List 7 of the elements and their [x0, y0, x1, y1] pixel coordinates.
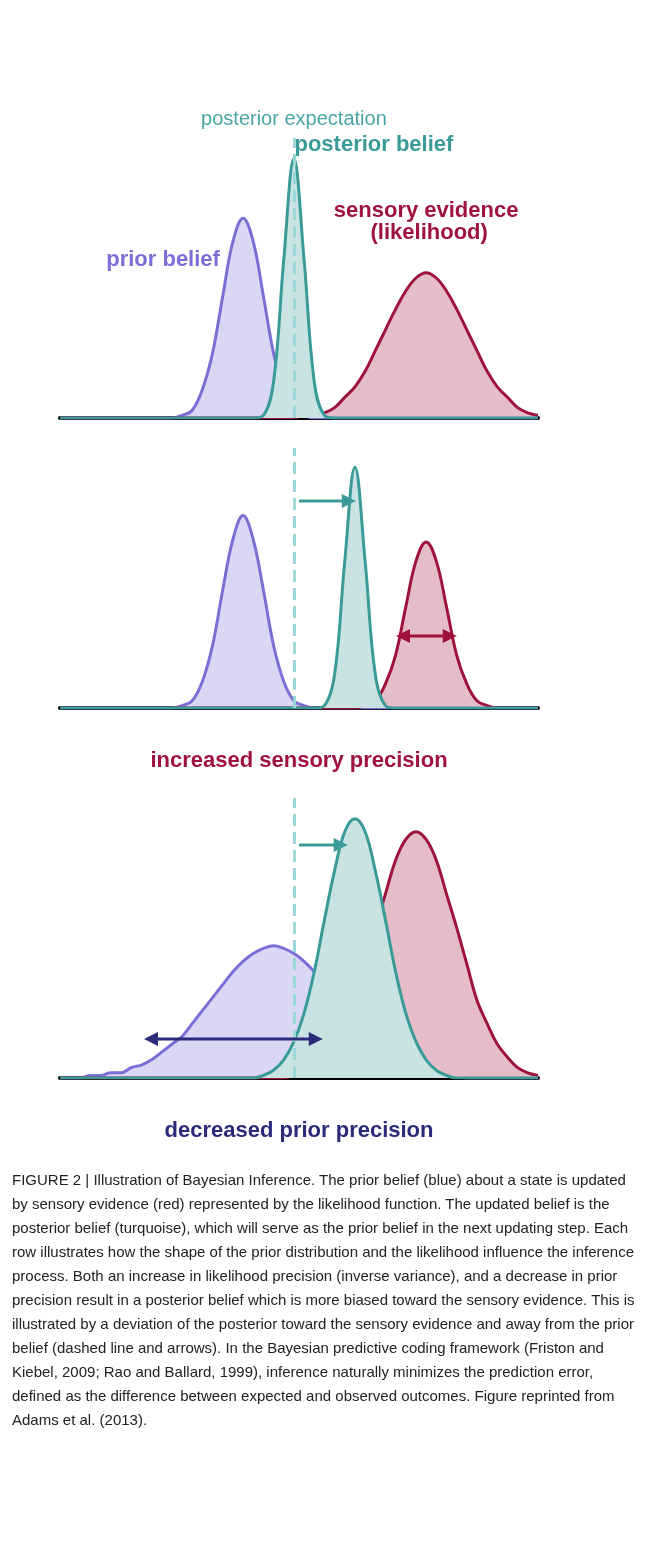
- text: posterior expectation: [201, 107, 387, 129]
- series-label: posterior belief: [294, 131, 455, 157]
- x-axis-title: increased sensory precision: [150, 746, 448, 772]
- x-axis-title: decreased prior precision: [164, 1116, 434, 1142]
- text: sensory evidence (likelihood): [333, 197, 519, 245]
- text: FIGURE 2 | Illustration of Bayesian Inference. The prior belief (blue) about a state is updated by sensory evidence (red) represented by the likelihood function. The updated belief is the posterior belief (turquoise), which will serve as the prior belief in the next updating step. Each row illustrates how the shape of the prior distribution and the likelihood influence the inference process. Both an increase in likelihood precision (inverse variance), and a decrease in prior precision result in a posterior belief which is more biased toward the sensory evidence. This is illustrated by a deviation of the posterior toward the sensory evidence and away from the prior belief (dashed line and arrows). In the Bayesian predictive coding framework (Friston and Kiebel, 2009; Rao and Ballard, 1999), inference naturally minimizes the prediction error, defined as the difference between expected and observed outcomes. Figure reprinted from Adams et al. (2013).: [12, 1171, 635, 1428]
- series-label: prior belief: [106, 245, 221, 271]
